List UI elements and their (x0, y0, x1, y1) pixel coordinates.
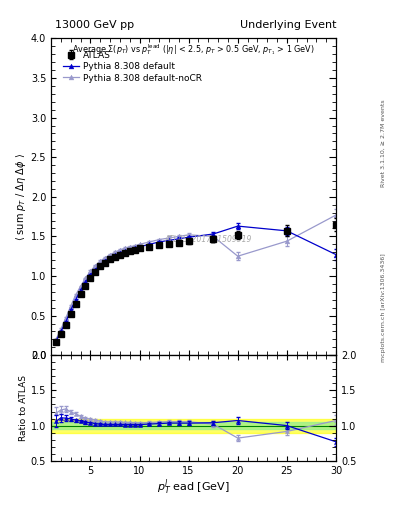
Pythia 8.308 default (147, 241, 152, 247)
Pythia 8.308 default (68, 307, 73, 313)
Pythia 8.308 default-noCR (88, 268, 93, 274)
Text: mcplots.cern.ch [arXiv:1306.3436]: mcplots.cern.ch [arXiv:1306.3436] (381, 253, 386, 361)
Pythia 8.308 default-noCR (98, 258, 103, 264)
Pythia 8.308 default-noCR (235, 253, 240, 259)
Pythia 8.308 default-noCR (112, 249, 117, 255)
Pythia 8.308 default (211, 231, 215, 237)
Pythia 8.308 default (285, 228, 289, 234)
Pythia 8.308 default (103, 258, 108, 264)
Line: Pythia 8.308 default: Pythia 8.308 default (53, 224, 338, 344)
Legend: ATLAS, Pythia 8.308 default, Pythia 8.308 default-noCR: ATLAS, Pythia 8.308 default, Pythia 8.30… (61, 49, 204, 84)
Pythia 8.308 default-noCR (176, 233, 181, 240)
Text: Average $\Sigma(p_T)$ vs $p_T^{\rm lead}$ ($|\eta|$ < 2.5, $p_T$ > 0.5 GeV, $p_{: Average $\Sigma(p_T)$ vs $p_T^{\rm lead}… (72, 41, 315, 56)
Pythia 8.308 default-noCR (64, 315, 68, 321)
Pythia 8.308 default-noCR (167, 235, 171, 241)
Pythia 8.308 default (186, 234, 191, 240)
Bar (51, 422, 336, 429)
Pythia 8.308 default-noCR (73, 292, 78, 298)
Text: Underlying Event: Underlying Event (239, 19, 336, 30)
Pythia 8.308 default-noCR (157, 237, 162, 243)
Pythia 8.308 default-noCR (137, 241, 142, 247)
Pythia 8.308 default-noCR (211, 233, 215, 240)
Y-axis label: $\langle$ sum $p_T$ / $\Delta\eta$ $\Delta\phi$ $\rangle$: $\langle$ sum $p_T$ / $\Delta\eta$ $\Del… (14, 153, 28, 241)
Pythia 8.308 default (93, 267, 97, 273)
Pythia 8.308 default (112, 252, 117, 259)
Pythia 8.308 default (235, 223, 240, 229)
Pythia 8.308 default-noCR (83, 275, 88, 282)
Pythia 8.308 default-noCR (118, 247, 122, 253)
Pythia 8.308 default (122, 248, 127, 254)
Pythia 8.308 default (98, 262, 103, 268)
Pythia 8.308 default-noCR (147, 239, 152, 245)
Pythia 8.308 default-noCR (132, 243, 137, 249)
Text: Rivet 3.1.10, ≥ 2.7M events: Rivet 3.1.10, ≥ 2.7M events (381, 99, 386, 187)
Pythia 8.308 default (83, 279, 88, 285)
Pythia 8.308 default-noCR (127, 244, 132, 250)
Pythia 8.308 default (64, 319, 68, 325)
Pythia 8.308 default-noCR (68, 303, 73, 309)
Text: ATLAS_2017_I1509919: ATLAS_2017_I1509919 (164, 234, 252, 243)
Pythia 8.308 default (53, 338, 59, 344)
Pythia 8.308 default-noCR (186, 232, 191, 238)
Pythia 8.308 default (176, 236, 181, 242)
Pythia 8.308 default-noCR (122, 245, 127, 251)
Pythia 8.308 default-noCR (285, 238, 289, 244)
Pythia 8.308 default-noCR (59, 326, 63, 332)
Pythia 8.308 default (157, 239, 162, 245)
Pythia 8.308 default (132, 245, 137, 251)
Pythia 8.308 default (108, 254, 112, 261)
Pythia 8.308 default (127, 247, 132, 253)
Pythia 8.308 default (137, 244, 142, 250)
Line: Pythia 8.308 default-noCR: Pythia 8.308 default-noCR (53, 212, 338, 342)
Pythia 8.308 default (73, 296, 78, 303)
Pythia 8.308 default (167, 237, 171, 243)
Pythia 8.308 default-noCR (53, 336, 59, 343)
Pythia 8.308 default-noCR (108, 251, 112, 258)
X-axis label: $p_T^l$ ead [GeV]: $p_T^l$ ead [GeV] (157, 477, 230, 497)
Pythia 8.308 default (78, 287, 83, 293)
Text: 13000 GeV pp: 13000 GeV pp (55, 19, 134, 30)
Pythia 8.308 default (59, 328, 63, 334)
Pythia 8.308 default-noCR (93, 263, 97, 269)
Y-axis label: Ratio to ATLAS: Ratio to ATLAS (19, 375, 28, 441)
Pythia 8.308 default (334, 251, 338, 258)
Pythia 8.308 default-noCR (78, 283, 83, 289)
Pythia 8.308 default (88, 272, 93, 279)
Bar (51, 419, 336, 433)
Pythia 8.308 default-noCR (334, 212, 338, 218)
Pythia 8.308 default (118, 250, 122, 256)
Pythia 8.308 default-noCR (103, 254, 108, 261)
